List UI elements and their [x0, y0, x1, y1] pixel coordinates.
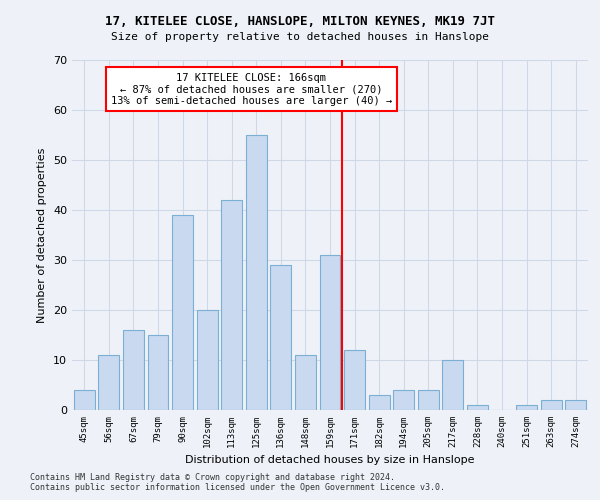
Bar — [516, 405, 537, 410]
Bar — [295, 355, 316, 410]
Bar — [148, 335, 169, 410]
Bar — [98, 355, 119, 410]
Bar — [467, 405, 488, 410]
Text: Size of property relative to detached houses in Hanslope: Size of property relative to detached ho… — [111, 32, 489, 42]
Bar — [197, 310, 218, 410]
Bar — [271, 265, 292, 410]
Bar — [442, 360, 463, 410]
Bar — [246, 135, 267, 410]
Text: 17, KITELEE CLOSE, HANSLOPE, MILTON KEYNES, MK19 7JT: 17, KITELEE CLOSE, HANSLOPE, MILTON KEYN… — [105, 15, 495, 28]
Bar — [320, 255, 340, 410]
Bar — [221, 200, 242, 410]
Bar — [393, 390, 414, 410]
Bar — [74, 390, 95, 410]
Bar — [418, 390, 439, 410]
X-axis label: Distribution of detached houses by size in Hanslope: Distribution of detached houses by size … — [185, 456, 475, 466]
Bar — [541, 400, 562, 410]
Bar — [368, 395, 389, 410]
Bar — [565, 400, 586, 410]
Y-axis label: Number of detached properties: Number of detached properties — [37, 148, 47, 322]
Text: 17 KITELEE CLOSE: 166sqm
← 87% of detached houses are smaller (270)
13% of semi-: 17 KITELEE CLOSE: 166sqm ← 87% of detach… — [111, 72, 392, 106]
Text: Contains HM Land Registry data © Crown copyright and database right 2024.: Contains HM Land Registry data © Crown c… — [30, 474, 395, 482]
Bar — [172, 215, 193, 410]
Bar — [123, 330, 144, 410]
Text: Contains public sector information licensed under the Open Government Licence v3: Contains public sector information licen… — [30, 484, 445, 492]
Bar — [344, 350, 365, 410]
